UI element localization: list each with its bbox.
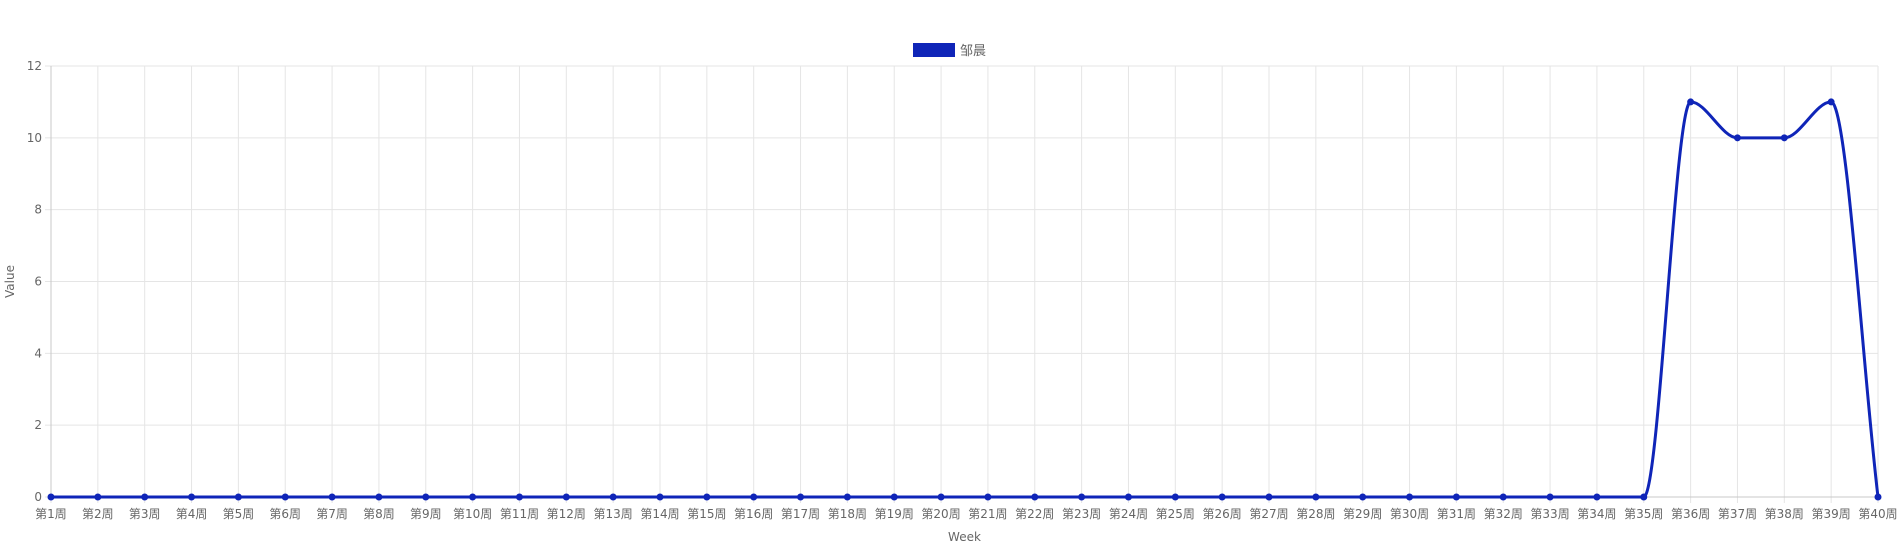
- x-tick-label: 第20周: [921, 507, 960, 521]
- x-tick-label: 第6周: [269, 507, 301, 521]
- x-tick-label: 第38周: [1765, 507, 1804, 521]
- legend-swatch[interactable]: [913, 43, 955, 57]
- data-point[interactable]: [1312, 493, 1320, 501]
- x-tick-label: 第16周: [734, 507, 773, 521]
- data-point[interactable]: [656, 493, 664, 501]
- data-point[interactable]: [375, 493, 383, 501]
- x-tick-label: 第24周: [1109, 507, 1148, 521]
- x-tick-label: 第33周: [1530, 507, 1569, 521]
- x-tick-label: 第10周: [453, 507, 492, 521]
- data-point[interactable]: [469, 493, 477, 501]
- data-point[interactable]: [1827, 98, 1835, 106]
- x-tick-label: 第17周: [781, 507, 820, 521]
- data-point[interactable]: [515, 493, 523, 501]
- x-tick-label: 第32周: [1484, 507, 1523, 521]
- data-point[interactable]: [188, 493, 196, 501]
- x-tick-label: 第1周: [35, 507, 67, 521]
- data-point[interactable]: [890, 493, 898, 501]
- data-point[interactable]: [141, 493, 149, 501]
- data-point[interactable]: [1687, 98, 1695, 106]
- data-point[interactable]: [1733, 134, 1741, 142]
- data-point[interactable]: [1406, 493, 1414, 501]
- data-point[interactable]: [609, 493, 617, 501]
- data-point[interactable]: [937, 493, 945, 501]
- x-tick-label: 第34周: [1577, 507, 1616, 521]
- x-tick-label: 第18周: [828, 507, 867, 521]
- series-line: [51, 100, 1880, 499]
- x-tick-label: 第35周: [1624, 507, 1663, 521]
- data-point[interactable]: [562, 493, 570, 501]
- x-tick-label: 第36周: [1671, 507, 1710, 521]
- x-tick-label: 第22周: [1015, 507, 1054, 521]
- y-tick-label: 12: [27, 59, 42, 73]
- x-tick-label: 第31周: [1437, 507, 1476, 521]
- x-tick-label: 第12周: [547, 507, 586, 521]
- x-tick-label: 第15周: [687, 507, 726, 521]
- data-point[interactable]: [47, 493, 55, 501]
- x-tick-label: 第39周: [1812, 507, 1851, 521]
- legend-label[interactable]: 邹晨: [960, 43, 986, 59]
- x-tick-label: 第11周: [500, 507, 539, 521]
- x-tick-label: 第40周: [1858, 507, 1897, 521]
- data-point[interactable]: [1265, 493, 1273, 501]
- x-tick-label: 第3周: [129, 507, 161, 521]
- x-tick-label: 第9周: [410, 507, 442, 521]
- y-tick-label: 8: [34, 203, 42, 217]
- y-tick-label: 0: [34, 490, 42, 504]
- y-tick-label: 4: [34, 346, 42, 360]
- data-point[interactable]: [703, 493, 711, 501]
- y-tick-label: 10: [27, 131, 42, 145]
- data-point[interactable]: [1031, 493, 1039, 501]
- x-tick-label: 第21周: [968, 507, 1007, 521]
- data-point[interactable]: [1452, 493, 1460, 501]
- data-point[interactable]: [1218, 493, 1226, 501]
- data-point[interactable]: [1124, 493, 1132, 501]
- data-point[interactable]: [1171, 493, 1179, 501]
- x-tick-label: 第25周: [1156, 507, 1195, 521]
- data-point[interactable]: [750, 493, 758, 501]
- x-tick-label: 第23周: [1062, 507, 1101, 521]
- data-point[interactable]: [1874, 493, 1882, 501]
- data-point[interactable]: [1078, 493, 1086, 501]
- legend[interactable]: 邹晨: [913, 43, 986, 59]
- x-tick-label: 第14周: [640, 507, 679, 521]
- data-point[interactable]: [1499, 493, 1507, 501]
- x-tick-label: 第37周: [1718, 507, 1757, 521]
- data-point[interactable]: [94, 493, 102, 501]
- x-tick-label: 第8周: [363, 507, 395, 521]
- data-point[interactable]: [984, 493, 992, 501]
- x-tick-label: 第4周: [176, 507, 208, 521]
- data-point[interactable]: [328, 493, 336, 501]
- x-tick-label: 第26周: [1203, 507, 1242, 521]
- y-axis-title: Value: [3, 265, 17, 298]
- data-point[interactable]: [1640, 493, 1648, 501]
- x-tick-label: 第29周: [1343, 507, 1382, 521]
- data-point[interactable]: [1546, 493, 1554, 501]
- x-tick-label: 第28周: [1296, 507, 1335, 521]
- data-point[interactable]: [1359, 493, 1367, 501]
- data-point[interactable]: [843, 493, 851, 501]
- grid: [50, 65, 1879, 498]
- series-layer: [47, 98, 1882, 501]
- data-point[interactable]: [797, 493, 805, 501]
- x-tick-label: 第19周: [875, 507, 914, 521]
- y-tick-label: 6: [34, 275, 42, 289]
- data-point[interactable]: [281, 493, 289, 501]
- x-tick-label: 第2周: [82, 507, 114, 521]
- x-tick-label: 第5周: [223, 507, 255, 521]
- data-point[interactable]: [1780, 134, 1788, 142]
- data-point[interactable]: [1593, 493, 1601, 501]
- x-tick-label: 第27周: [1249, 507, 1288, 521]
- axes: 0 2 4 6 8 10 12 第1周 第2周 第3周 第4周 第5周 第6周 第7周 第8周 第9周 第10周…: [27, 59, 1898, 521]
- x-tick-label: 第7周: [316, 507, 348, 521]
- y-tick-label: 2: [34, 418, 42, 432]
- x-axis-title: Week: [948, 530, 981, 544]
- x-tick-label: 第13周: [594, 507, 633, 521]
- x-tick-label: 第30周: [1390, 507, 1429, 521]
- data-point[interactable]: [234, 493, 242, 501]
- data-point[interactable]: [422, 493, 430, 501]
